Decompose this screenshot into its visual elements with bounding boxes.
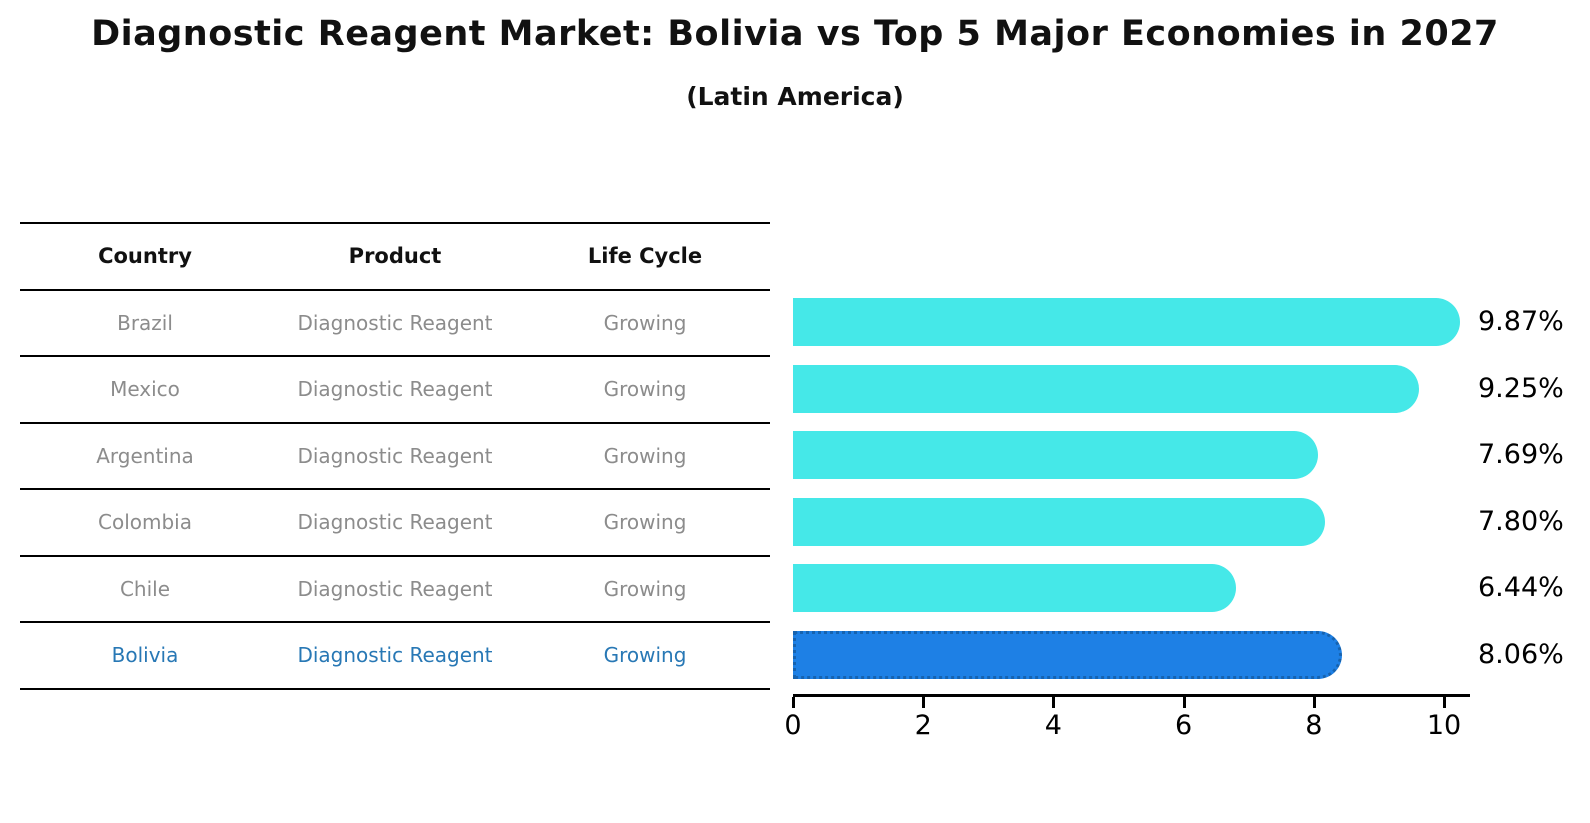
value-label: 9.25% <box>1478 372 1564 404</box>
page-title: Diagnostic Reagent Market: Bolivia vs To… <box>91 14 1499 54</box>
cell-country: Mexico <box>110 377 180 402</box>
bar-chile <box>793 564 1237 612</box>
cell-life-cycle: Growing <box>603 310 687 335</box>
cell-product: Diagnostic Reagent <box>297 377 493 402</box>
value-label: 9.87% <box>1478 306 1564 337</box>
cell-product: Diagnostic Reagent <box>297 310 493 335</box>
cell-country: Brazil <box>117 310 173 335</box>
x-axis-tick-label: 0 <box>784 710 802 741</box>
table-header-row: Country Product Life Cycle <box>20 223 770 290</box>
value-label: 6.44% <box>1478 572 1564 603</box>
value-label: 7.69% <box>1478 439 1564 470</box>
table-header: Country Product Life Cycle <box>20 223 770 290</box>
cell-product: Diagnostic Reagent <box>297 510 493 535</box>
cell-country: Bolivia <box>111 643 179 668</box>
cell-country: Colombia <box>98 510 192 535</box>
table-row: Bolivia Diagnostic Reagent Growing <box>20 622 770 689</box>
cell-life-cycle: Growing <box>603 377 687 402</box>
x-axis-tick <box>1312 697 1316 708</box>
x-axis-tick-label: 6 <box>1175 710 1193 741</box>
cell-life-cycle: Growing <box>603 510 687 535</box>
cell-life-cycle: Growing <box>603 643 687 668</box>
x-axis-tick-label: 10 <box>1426 710 1462 741</box>
table-row: Colombia Diagnostic Reagent Growing <box>20 489 770 556</box>
bar-argentina <box>793 431 1318 479</box>
x-axis-tick <box>792 697 795 708</box>
table-row: Argentina Diagnostic Reagent Growing <box>20 422 770 490</box>
bar-bolivia <box>793 630 1342 679</box>
table-row: Mexico Diagnostic Reagent Growing <box>20 356 770 423</box>
page-subtitle: (Latin America) <box>686 82 904 111</box>
value-label: 8.06% <box>1478 638 1564 670</box>
x-axis-tick-label: 8 <box>1305 710 1323 741</box>
x-axis-tick <box>922 697 926 708</box>
bar-brazil <box>793 298 1460 346</box>
cell-life-cycle: Growing <box>603 576 687 601</box>
cell-product: Diagnostic Reagent <box>297 643 493 668</box>
x-axis-line <box>793 694 1470 697</box>
cell-country: Chile <box>119 576 171 601</box>
bar-mexico <box>793 364 1420 413</box>
column-header: Product <box>348 244 442 269</box>
cell-life-cycle: Growing <box>603 443 687 468</box>
x-axis-tick-label: 4 <box>1044 710 1062 741</box>
table-row: Brazil Diagnostic Reagent Growing <box>20 289 770 357</box>
x-axis-tick <box>1182 697 1186 708</box>
bar-colombia <box>793 497 1325 546</box>
column-header: Life Cycle <box>587 244 703 269</box>
x-axis-tick <box>1052 697 1056 708</box>
x-axis-tick-label: 2 <box>914 710 932 741</box>
x-axis-tick <box>1443 697 1446 708</box>
data-table: Country Product Life Cycle Brazil Diagnosti… <box>20 222 770 690</box>
cell-product: Diagnostic Reagent <box>297 576 493 601</box>
table-row: Chile Diagnostic Reagent Growing <box>20 555 770 623</box>
value-label: 7.80% <box>1478 505 1564 537</box>
table-body: Brazil Diagnostic Reagent Growing Mexico Dia… <box>20 289 770 689</box>
column-header: Country <box>98 244 192 269</box>
cell-country: Argentina <box>96 443 194 468</box>
cell-product: Diagnostic Reagent <box>297 443 493 468</box>
